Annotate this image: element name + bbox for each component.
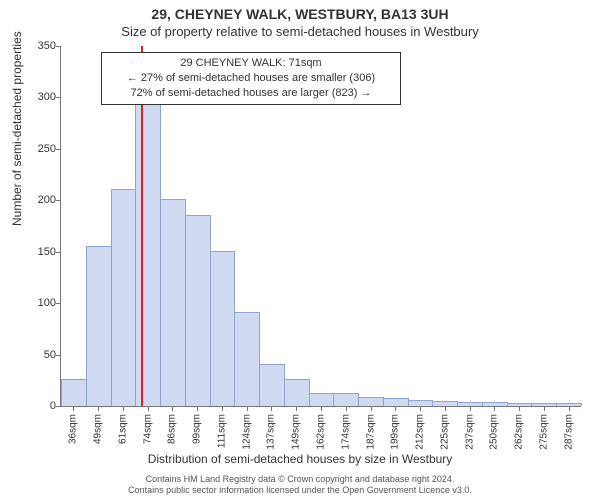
y-tick-mark	[56, 303, 61, 304]
y-tick-label: 100	[21, 297, 56, 309]
x-tick-mark	[321, 406, 322, 411]
annotation-line1: 29 CHEYNEY WALK: 71sqm	[108, 56, 394, 71]
x-tick-label: 262sqm	[514, 414, 525, 450]
x-tick-label: 174sqm	[340, 414, 351, 450]
histogram-bar	[358, 397, 384, 406]
footer-line1: Contains HM Land Registry data © Crown c…	[0, 474, 600, 485]
y-tick-label: 350	[21, 40, 56, 52]
x-tick-label: 225sqm	[439, 414, 450, 450]
histogram-bar	[86, 246, 112, 406]
x-tick-mark	[197, 406, 198, 411]
x-tick-label: 86sqm	[167, 414, 178, 444]
x-tick-label: 74sqm	[142, 414, 153, 444]
x-tick-mark	[494, 406, 495, 411]
x-tick-mark	[172, 406, 173, 411]
x-tick-label: 237sqm	[464, 414, 475, 450]
x-tick-label: 99sqm	[192, 414, 203, 444]
x-tick-mark	[395, 406, 396, 411]
x-tick-label: 250sqm	[489, 414, 500, 450]
histogram-bar	[160, 199, 186, 406]
x-tick-mark	[123, 406, 124, 411]
y-tick-mark	[56, 252, 61, 253]
x-axis-label: Distribution of semi-detached houses by …	[0, 452, 600, 466]
x-tick-label: 49sqm	[93, 414, 104, 444]
x-tick-mark	[569, 406, 570, 411]
histogram-bar	[210, 251, 236, 406]
x-tick-mark	[544, 406, 545, 411]
plot-area: 05010015020025030035036sqm49sqm61sqm74sq…	[60, 46, 581, 407]
annotation-box: 29 CHEYNEY WALK: 71sqm← 27% of semi-deta…	[101, 52, 401, 105]
chart-title-main: 29, CHEYNEY WALK, WESTBURY, BA13 3UH	[0, 6, 600, 22]
x-tick-label: 275sqm	[538, 414, 549, 450]
y-tick-mark	[56, 355, 61, 356]
footer-attribution: Contains HM Land Registry data © Crown c…	[0, 474, 600, 497]
x-tick-label: 149sqm	[291, 414, 302, 450]
x-tick-mark	[519, 406, 520, 411]
annotation-line2: ← 27% of semi-detached houses are smalle…	[108, 71, 394, 86]
x-tick-label: 199sqm	[390, 414, 401, 450]
histogram-bar	[309, 393, 335, 406]
x-tick-label: 212sqm	[415, 414, 426, 450]
x-tick-mark	[247, 406, 248, 411]
x-tick-mark	[420, 406, 421, 411]
x-tick-label: 162sqm	[316, 414, 327, 450]
y-tick-mark	[56, 149, 61, 150]
y-tick-mark	[56, 406, 61, 407]
histogram-bar	[111, 189, 137, 406]
y-tick-label: 250	[21, 143, 56, 155]
x-tick-label: 124sqm	[241, 414, 252, 450]
y-tick-mark	[56, 200, 61, 201]
annotation-line3: 72% of semi-detached houses are larger (…	[108, 86, 394, 101]
x-tick-label: 187sqm	[365, 414, 376, 450]
x-tick-mark	[371, 406, 372, 411]
x-tick-mark	[148, 406, 149, 411]
chart-container: 29, CHEYNEY WALK, WESTBURY, BA13 3UH Siz…	[0, 0, 600, 500]
y-tick-label: 0	[21, 400, 56, 412]
x-tick-label: 111sqm	[216, 414, 227, 448]
histogram-bar	[259, 364, 285, 406]
y-tick-label: 200	[21, 194, 56, 206]
x-tick-label: 61sqm	[117, 414, 128, 444]
histogram-bar	[185, 215, 211, 406]
footer-line2: Contains public sector information licen…	[0, 485, 600, 496]
histogram-bar	[234, 312, 260, 406]
y-tick-label: 300	[21, 91, 56, 103]
x-tick-mark	[296, 406, 297, 411]
x-tick-label: 287sqm	[563, 414, 574, 450]
x-tick-label: 137sqm	[266, 414, 277, 450]
x-tick-mark	[98, 406, 99, 411]
x-tick-mark	[470, 406, 471, 411]
x-tick-mark	[271, 406, 272, 411]
y-tick-mark	[56, 97, 61, 98]
histogram-bar	[333, 393, 359, 406]
x-tick-mark	[346, 406, 347, 411]
histogram-bar	[135, 102, 161, 406]
x-tick-mark	[445, 406, 446, 411]
histogram-bar	[61, 379, 87, 406]
histogram-bar	[284, 379, 310, 406]
y-tick-label: 150	[21, 246, 56, 258]
x-tick-mark	[222, 406, 223, 411]
x-tick-mark	[73, 406, 74, 411]
y-tick-mark	[56, 46, 61, 47]
histogram-bar	[383, 398, 409, 406]
x-tick-label: 36sqm	[68, 414, 79, 444]
chart-title-sub: Size of property relative to semi-detach…	[0, 24, 600, 39]
y-tick-label: 50	[21, 349, 56, 361]
